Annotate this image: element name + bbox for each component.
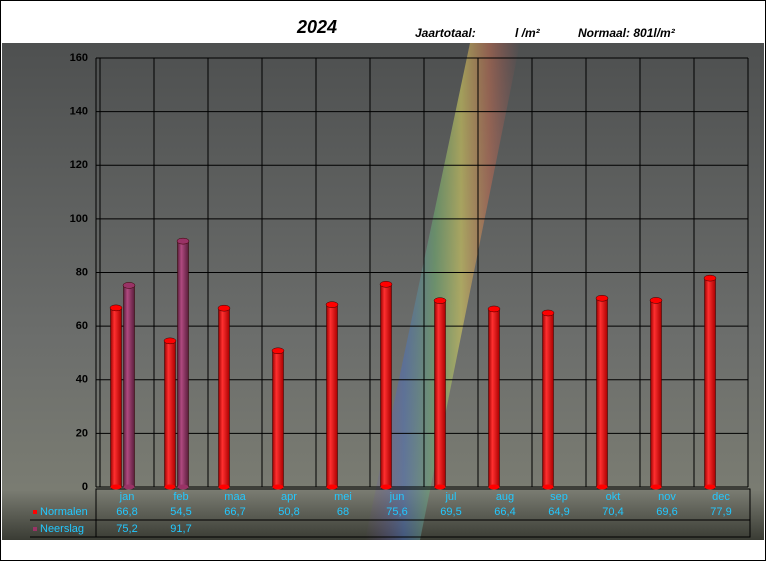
bar [542,312,554,488]
data-label: 70,4 [602,506,623,518]
bar-base [218,484,230,490]
x-tick-label: maa [224,491,246,503]
bar [177,240,189,488]
bar [218,307,230,488]
bar-cap [487,305,501,313]
bar-cap [595,294,609,302]
data-label: 66,8 [116,506,137,518]
annotation: l /m² [515,26,541,40]
bar-base [326,484,338,490]
data-label: 91,7 [170,523,191,535]
annotation: Jaartotaal: [415,26,476,40]
legend-key [33,527,37,531]
x-tick-label: okt [606,491,621,503]
bar-base [434,484,446,490]
bar [272,350,284,488]
bar-base [123,484,135,490]
bar [434,300,446,488]
bar-cap [325,301,339,308]
legend-key [33,510,37,514]
bar-base [164,484,176,490]
bar-cap [649,297,663,304]
bar-cap [541,309,555,317]
x-tick-label: dec [712,491,730,503]
data-label: 66,7 [224,506,245,518]
data-label: 54,5 [170,506,191,518]
y-tick-label: 120 [70,159,88,171]
y-tick-label: 40 [76,374,88,386]
data-label: 77,9 [710,506,731,518]
bar-base [110,484,122,490]
x-tick-label: aug [496,491,514,503]
data-label: 75,2 [116,523,137,535]
bar-base [177,484,189,490]
bar [123,285,135,488]
rainbow [365,43,520,540]
bar-cap [109,304,123,312]
bar-cap [122,282,136,289]
bar [650,300,662,488]
x-tick-label: jul [444,491,456,503]
bar-base [380,484,392,490]
bar-base [650,484,662,490]
bar [596,297,608,488]
x-tick-label: nov [658,491,676,503]
bar-base [272,484,284,490]
x-tick-label: jan [119,491,135,503]
bar [110,307,122,488]
bar-cap [176,237,190,245]
data-label: 68 [337,506,349,518]
data-label: 69,6 [656,506,677,518]
bar-cap [433,297,447,304]
bar-base [542,484,554,490]
y-tick-label: 60 [76,320,88,332]
x-tick-label: apr [281,491,297,503]
data-label: 69,5 [440,506,461,518]
annotation: Normaal: 801l/m² [578,26,676,40]
y-tick-label: 80 [76,266,88,278]
bar [704,277,716,488]
legend-label: Normalen [40,506,88,518]
bar-cap [703,274,717,282]
bar [380,284,392,488]
x-tick-label: sep [550,491,568,503]
y-tick-label: 160 [70,52,88,64]
data-label: 50,8 [278,506,299,518]
bar [488,308,500,488]
y-tick-label: 20 [76,427,88,439]
bar-base [596,484,608,490]
data-label: 75,6 [386,506,407,518]
bar [164,340,176,488]
x-tick-label: jun [389,491,405,503]
bar-cap [163,337,177,345]
bar-base [488,484,500,490]
bar-base [704,484,716,490]
bar-cap [271,347,285,355]
data-label: 66,4 [494,506,515,518]
y-tick-label: 140 [70,106,88,118]
bar-cap [217,304,231,312]
x-tick-label: mei [334,491,352,503]
bar [326,304,338,488]
data-label: 64,9 [548,506,569,518]
chart-title: 2024 [296,17,337,37]
y-tick-label: 100 [70,213,88,225]
y-tick-label: 0 [82,481,88,493]
legend-label: Neerslag [40,523,84,535]
bar-cap [379,281,393,288]
x-tick-label: feb [173,491,188,503]
